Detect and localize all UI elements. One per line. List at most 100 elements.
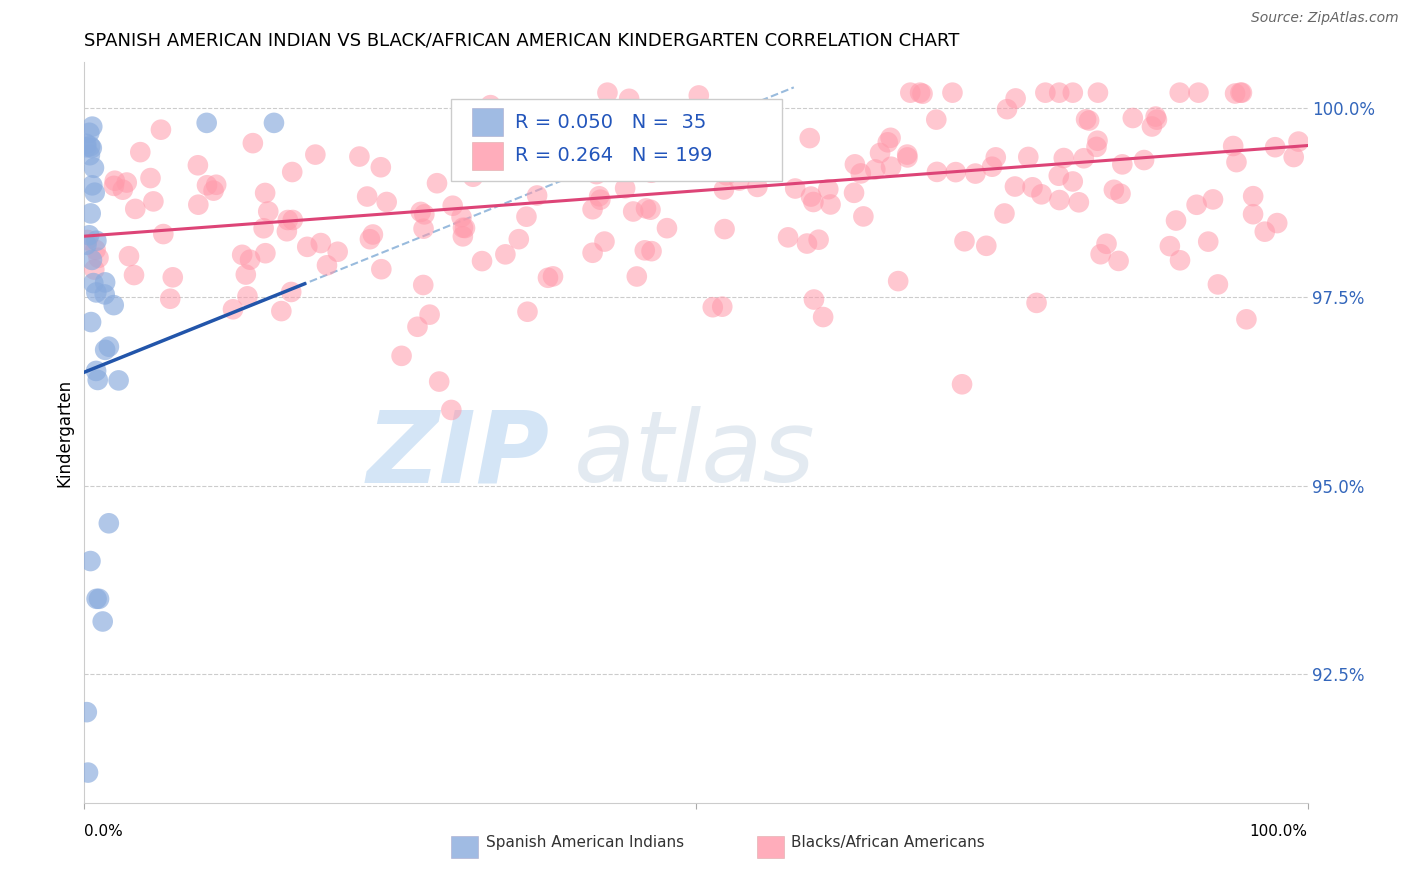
Point	[896, 150, 918, 164]
Point	[1146, 112, 1168, 127]
Point	[896, 147, 918, 161]
Point	[945, 165, 967, 179]
Point	[97, 516, 120, 531]
Point	[925, 165, 948, 179]
Point	[640, 244, 662, 259]
Text: R = 0.264   N = 199: R = 0.264 N = 199	[515, 146, 713, 165]
Bar	[758, 836, 785, 858]
Point	[965, 167, 987, 181]
Point	[1225, 155, 1247, 169]
Point	[309, 235, 332, 250]
Point	[75, 136, 97, 151]
Point	[84, 364, 107, 378]
Point	[91, 615, 114, 629]
Point	[869, 145, 891, 160]
Point	[1202, 193, 1225, 207]
Point	[152, 227, 174, 241]
Point	[222, 302, 245, 317]
Point	[187, 197, 209, 211]
Point	[195, 116, 218, 130]
Point	[817, 182, 839, 196]
Point	[785, 181, 807, 195]
Point	[326, 244, 349, 259]
Point	[79, 148, 101, 162]
Point	[711, 300, 734, 314]
Point	[75, 140, 97, 154]
Point	[80, 141, 103, 155]
Point	[1254, 225, 1277, 239]
Point	[713, 222, 735, 236]
Point	[950, 377, 973, 392]
Point	[725, 138, 748, 153]
Point	[1031, 187, 1053, 202]
Point	[1111, 157, 1133, 171]
Point	[634, 244, 657, 258]
Point	[844, 157, 866, 171]
Point	[297, 240, 319, 254]
Point	[205, 178, 228, 192]
Point	[77, 228, 100, 243]
Point	[242, 136, 264, 150]
Point	[737, 164, 759, 178]
Text: 100.0%: 100.0%	[1250, 824, 1308, 839]
Point	[419, 308, 441, 322]
Point	[1236, 312, 1258, 326]
Text: 0.0%: 0.0%	[84, 824, 124, 839]
Point	[1265, 216, 1288, 230]
Point	[1109, 186, 1132, 201]
Point	[304, 147, 326, 161]
Point	[593, 235, 616, 249]
Point	[1168, 86, 1191, 100]
Point	[451, 220, 474, 235]
Point	[842, 186, 865, 200]
Point	[139, 171, 162, 186]
Point	[94, 343, 117, 357]
Point	[588, 189, 610, 203]
Point	[735, 156, 758, 170]
Bar	[472, 142, 503, 169]
Point	[803, 293, 825, 307]
Point	[281, 213, 304, 227]
Point	[668, 152, 690, 166]
Text: Spanish American Indians: Spanish American Indians	[485, 835, 683, 850]
Point	[461, 169, 484, 184]
Point	[1223, 87, 1246, 101]
Point	[1241, 189, 1264, 203]
Point	[1025, 296, 1047, 310]
Point	[651, 161, 673, 175]
Point	[86, 285, 108, 300]
Text: ZIP: ZIP	[366, 407, 550, 503]
Point	[908, 86, 931, 100]
Point	[162, 270, 184, 285]
Point	[1164, 213, 1187, 227]
Point	[879, 130, 901, 145]
Point	[263, 116, 285, 130]
Point	[1241, 207, 1264, 221]
Point	[440, 403, 463, 417]
Point	[82, 120, 104, 134]
Point	[526, 188, 548, 202]
Point	[621, 204, 644, 219]
Point	[1004, 91, 1026, 105]
Point	[83, 161, 105, 175]
Point	[1282, 150, 1305, 164]
Point	[494, 247, 516, 261]
Point	[1067, 195, 1090, 210]
Point	[1159, 239, 1181, 253]
Point	[1140, 120, 1163, 134]
Point	[235, 268, 257, 282]
Point	[103, 178, 125, 193]
Text: Blacks/African Americans: Blacks/African Americans	[792, 835, 986, 850]
Point	[254, 186, 277, 200]
Point	[1264, 140, 1286, 154]
Point	[316, 258, 339, 272]
Point	[1230, 86, 1253, 100]
Point	[111, 183, 134, 197]
Point	[441, 199, 464, 213]
Bar	[472, 108, 503, 136]
Point	[276, 224, 298, 238]
Point	[231, 248, 253, 262]
Point	[1090, 247, 1112, 261]
Point	[1049, 193, 1071, 207]
Point	[406, 319, 429, 334]
